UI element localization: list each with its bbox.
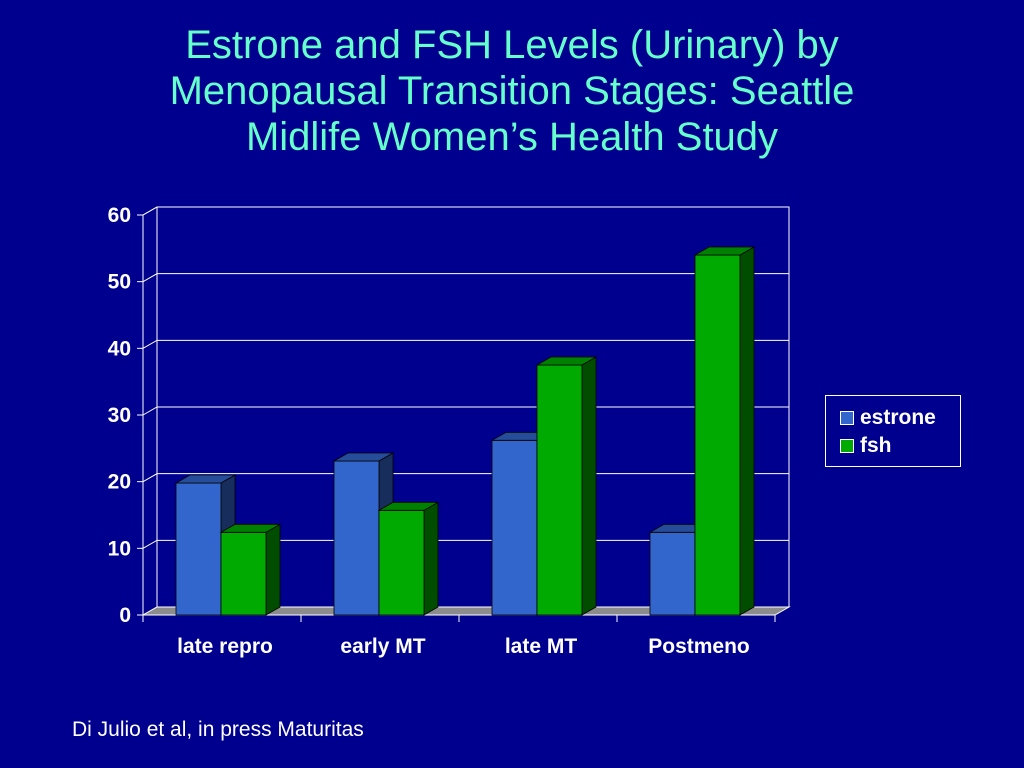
bar-top-estrone-late-repro (174, 474, 237, 484)
y-tick-label-30: 30 (108, 404, 131, 427)
gridline-40 (142, 339, 789, 349)
bar-front-fsh-early-mt (378, 509, 425, 616)
y-tick-label-50: 50 (108, 271, 131, 294)
y-axis-tick-labels: 0 10 20 30 40 50 60 (108, 204, 131, 627)
bar-fsh-early-mt (377, 501, 440, 616)
bar-side-fsh-late-repro (265, 523, 281, 616)
x-tick-label-late-mt: late MT (505, 635, 578, 658)
legend-swatch-fsh (840, 439, 854, 453)
chart-bars (174, 246, 756, 616)
bar-side-fsh-early-mt (423, 501, 439, 616)
bar-top-fsh-late-repro (219, 523, 282, 533)
bar-fsh-late-repro (219, 523, 282, 616)
title-line-2: Menopausal Transition Stages: Seattle (169, 69, 855, 113)
x-axis-tick-labels: late repro early MT late MT Postmeno (177, 635, 750, 658)
legend-item-fsh: fsh (840, 432, 960, 460)
bar-side-fsh-late-mt (581, 356, 597, 616)
legend-swatch-estrone (840, 411, 854, 425)
bar-front-estrone-late-mt (491, 439, 538, 616)
chart-gridlines (142, 206, 789, 549)
x-tick-label-early-mt: early MT (340, 635, 425, 658)
y-tick-label-0: 0 (119, 604, 131, 627)
bar-front-fsh-late-mt (536, 364, 583, 616)
gridline-50 (142, 273, 789, 283)
bar-front-fsh-postmeno (694, 254, 741, 616)
chart-legend: estrone fsh (825, 395, 961, 467)
title-line-1: Estrone and FSH Levels (Urinary) by (185, 23, 839, 67)
x-tick-label-postmeno: Postmeno (648, 635, 750, 658)
bar-top-estrone-early-mt (332, 452, 395, 462)
y-tick-label-40: 40 (108, 337, 131, 360)
legend-label-fsh: fsh (860, 434, 892, 457)
bar-fsh-postmeno (693, 246, 756, 616)
x-tick-label-late-repro: late repro (177, 635, 273, 658)
bar-front-estrone-postmeno (649, 531, 696, 616)
gridline-60 (142, 206, 789, 216)
legend-label-estrone: estrone (860, 406, 936, 429)
bar-side-fsh-postmeno (739, 246, 755, 616)
bar-front-estrone-early-mt (333, 460, 380, 616)
title-line-3: Midlife Women’s Health Study (245, 115, 779, 159)
bar-top-fsh-late-mt (535, 356, 598, 366)
source-note: Di Julio et al, in press Maturitas (72, 718, 364, 741)
bar-top-fsh-postmeno (693, 246, 756, 256)
y-tick-label-60: 60 (108, 204, 131, 227)
bar-fsh-late-mt (535, 356, 598, 616)
legend-item-estrone: estrone (840, 404, 960, 432)
y-tick-label-10: 10 (108, 537, 131, 560)
y-tick-label-20: 20 (108, 471, 131, 494)
bar-front-fsh-late-repro (220, 531, 267, 616)
gridline-20 (142, 473, 789, 483)
bar-top-fsh-early-mt (377, 501, 440, 511)
bar-front-estrone-late-repro (175, 482, 222, 616)
slide-title: Estrone and FSH Levels (Urinary) by Meno… (60, 22, 964, 160)
gridline-30 (142, 406, 789, 416)
